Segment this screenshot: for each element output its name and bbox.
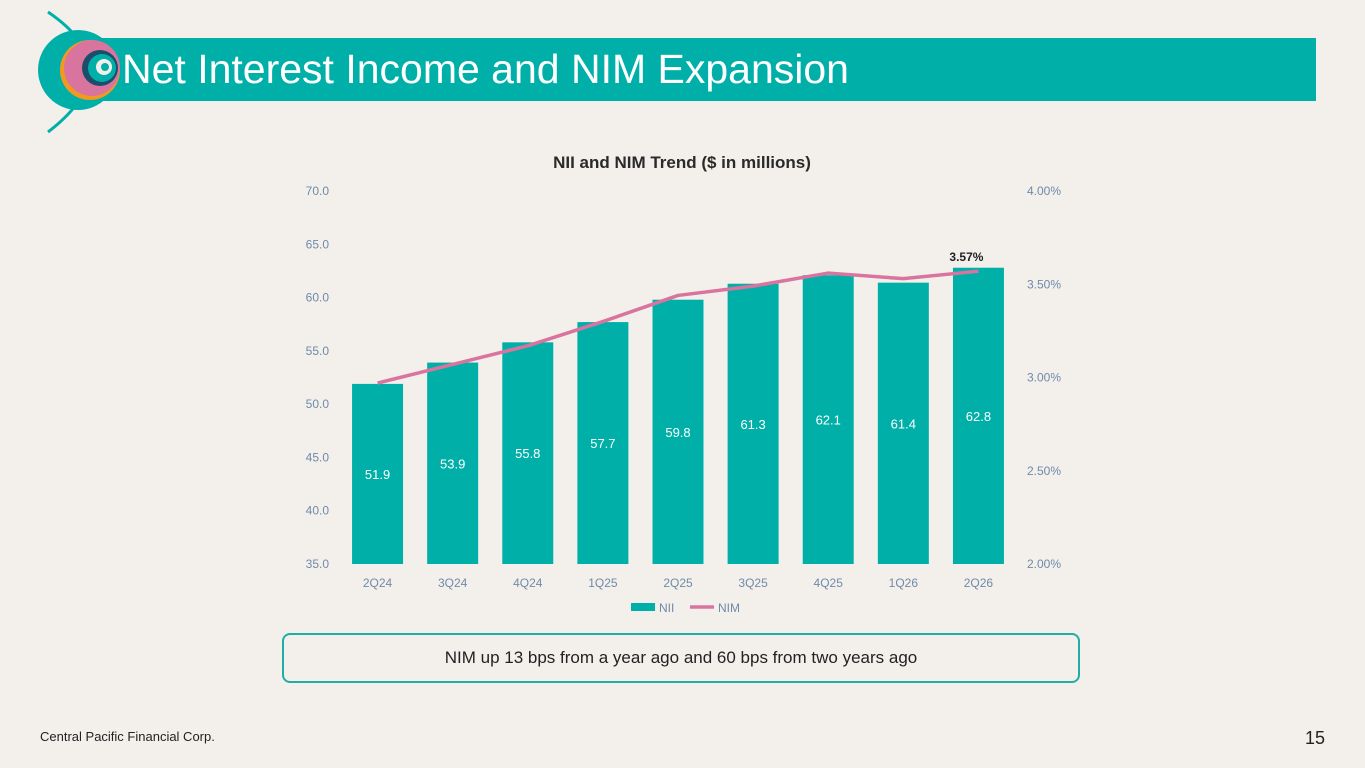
nii-bar-3Q25 [727, 283, 779, 564]
nii-data-label-2Q24: 51.9 [365, 467, 390, 482]
page-number: 15 [1304, 728, 1325, 748]
y-axis-left: 35.0 40.0 45.0 50.0 55.0 60.0 65.0 70.0 [306, 184, 330, 571]
nii-data-label-4Q24: 55.8 [515, 446, 540, 461]
nim-line [377, 269, 979, 385]
y-right-tick-label: 3.50% [1027, 277, 1061, 291]
y-left-tick-label: 70.0 [306, 184, 330, 198]
x-axis: 2Q24 3Q24 4Q24 1Q25 2Q25 3Q25 4Q25 1Q26 2Q26 [363, 576, 994, 590]
nii-data-label-1Q26: 61.4 [891, 416, 916, 431]
nim-callout-box: NIM up 13 bps from a year ago and 60 bps… [282, 633, 1080, 683]
nii-bar-1Q26 [877, 282, 929, 564]
nii-data-label-2Q25: 59.8 [665, 425, 690, 440]
y-right-tick-label: 3.00% [1027, 371, 1061, 385]
nii-data-label-2Q26: 62.8 [966, 409, 991, 424]
x-tick-label-2Q24: 2Q24 [363, 576, 393, 590]
nim-line-series [377, 269, 979, 385]
y-left-tick-label: 40.0 [306, 504, 330, 518]
nii-bar-4Q25 [802, 275, 854, 564]
y-left-tick-label: 45.0 [306, 450, 330, 464]
nii-bars [352, 267, 1004, 564]
y-right-tick-label: 2.00% [1027, 557, 1061, 571]
nii-bar-4Q24 [502, 342, 554, 564]
y-left-tick-label: 35.0 [306, 557, 330, 571]
legend-nii-label: NII [659, 601, 674, 615]
y-axis-right: 2.00% 2.50% 3.00% 3.50% 4.00% [1027, 184, 1061, 571]
x-tick-label-4Q25: 4Q25 [814, 576, 844, 590]
nii-bar-1Q25 [577, 322, 629, 564]
x-tick-label-1Q26: 1Q26 [889, 576, 919, 590]
title-bar [65, 38, 1316, 101]
chart-title: NII and NIM Trend ($ in millions) [553, 153, 811, 172]
nii-bar-3Q24 [427, 362, 479, 564]
nii-bar-labels: 51.9 53.9 55.8 57.7 59.8 61.3 62.1 61.4 62.8 [365, 409, 991, 482]
y-right-tick-label: 2.50% [1027, 464, 1061, 478]
x-tick-label-2Q26: 2Q26 [964, 576, 994, 590]
nii-data-label-1Q25: 57.7 [590, 436, 615, 451]
x-tick-label-2Q25: 2Q25 [663, 576, 693, 590]
chart-legend: NII NIM [631, 601, 740, 615]
x-tick-label-4Q24: 4Q24 [513, 576, 543, 590]
nii-data-label-3Q24: 53.9 [440, 456, 465, 471]
y-right-tick-label: 4.00% [1027, 184, 1061, 198]
nim-annotation-2Q26: 3.57% [949, 250, 983, 264]
company-logo-icon [38, 10, 120, 134]
footer-company-name: Central Pacific Financial Corp. [40, 729, 215, 744]
nii-bar-2Q24 [352, 383, 404, 564]
x-tick-label-3Q25: 3Q25 [738, 576, 768, 590]
nii-bar-2Q25 [652, 299, 704, 564]
y-left-tick-label: 55.0 [306, 344, 330, 358]
x-tick-label-3Q24: 3Q24 [438, 576, 468, 590]
x-tick-label-1Q25: 1Q25 [588, 576, 618, 590]
legend-nim-label: NIM [718, 601, 740, 615]
chart-annotations: 3.57% [949, 250, 983, 264]
y-left-tick-label: 50.0 [306, 397, 330, 411]
page-title: Net Interest Income and NIM Expansion [122, 46, 849, 92]
y-left-tick-label: 65.0 [306, 237, 330, 251]
nii-bar-2Q26 [952, 267, 1004, 564]
nii-data-label-4Q25: 62.1 [816, 413, 841, 428]
legend-nii-swatch [631, 603, 655, 611]
nii-data-label-3Q25: 61.3 [740, 417, 765, 432]
y-left-tick-label: 60.0 [306, 291, 330, 305]
